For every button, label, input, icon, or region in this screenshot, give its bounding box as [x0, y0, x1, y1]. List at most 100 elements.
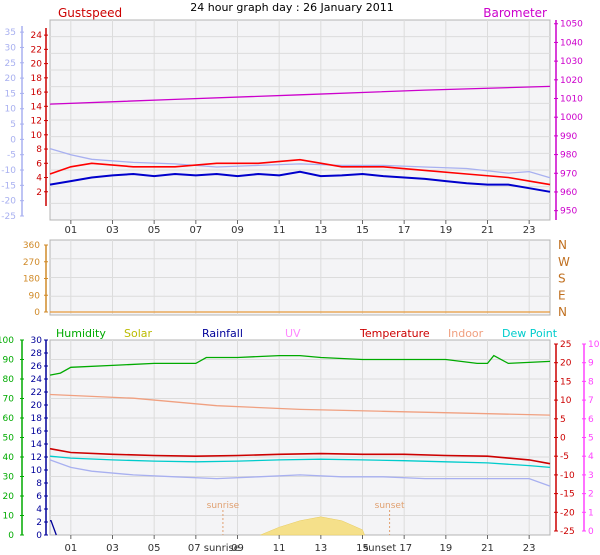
direction-axis-tick-label: 180 [23, 275, 40, 285]
temp-axis-tick-label: 35 [5, 28, 16, 38]
uv-axis-tick-label: 1 [588, 508, 594, 518]
panel3-x-tick-label: 15 [356, 543, 369, 554]
series-barometer [49, 85, 551, 105]
humidity-axis-tick-label: 40 [3, 453, 15, 463]
series-dew_point [49, 455, 551, 469]
legend-dew-point: Dew Point [502, 327, 558, 340]
compass-label: N [558, 305, 567, 319]
series-gustspeed [49, 158, 551, 186]
series-temperature_light [49, 147, 551, 179]
panel1-x-tick-label: 09 [231, 225, 244, 236]
panel3-axes: 1009080706050403020100302826242220181614… [0, 336, 600, 554]
rain-axis-tick-label: 10 [31, 466, 43, 476]
panel1-x-tick-label: 07 [189, 225, 202, 236]
panel1-x-tick-label: 21 [481, 225, 494, 236]
panel3-annotations: sunrise sunset [207, 501, 405, 535]
temp-axis-tick-label: 15 [5, 89, 16, 99]
direction-axis-tick-label: 90 [29, 291, 41, 301]
humidity-axis-tick-label: 90 [3, 356, 15, 366]
uv-axis-tick-label: 9 [588, 359, 594, 369]
baro-axis-tick-label: 980 [560, 151, 577, 161]
panel1-x-tick-label: 15 [356, 225, 369, 236]
series-indoor [49, 393, 551, 416]
panel1-grid [50, 20, 550, 220]
gust-axis-tick-label: 2 [36, 188, 42, 198]
temp-axis-tick-label: -20 [1, 197, 16, 207]
uv-axis-tick-label: 3 [588, 471, 594, 481]
temp-axis-tick-label: -20 [560, 508, 575, 518]
series-windspeed [49, 170, 551, 193]
panel3-x-tick-label: 09 [231, 543, 244, 554]
panel3-x-tick-label: 23 [523, 543, 536, 554]
legend-rainfall: Rainfall [202, 327, 243, 340]
panel1-x-tick-label: 19 [439, 225, 452, 236]
sunrise-label: sunrise [207, 501, 240, 511]
direction-axis-tick-label: 270 [23, 258, 40, 268]
uv-axis-tick-label: 5 [588, 434, 594, 444]
gust-axis-tick-label: 16 [31, 88, 43, 98]
temp-axis-tick-label: -5 [560, 452, 569, 462]
sunset-label: sunset [375, 501, 405, 511]
gust-axis-tick-label: 18 [31, 74, 43, 84]
rain-axis-tick-label: 2 [36, 518, 42, 528]
legend-solar: Solar [124, 327, 153, 340]
humidity-axis-tick-label: 60 [3, 414, 15, 424]
panel3-series [49, 354, 551, 536]
panel1-x-tick-label: 23 [523, 225, 536, 236]
panel3-grid [50, 340, 550, 535]
panel3-legend: Humidity Solar Rainfall UV Temperature I… [56, 327, 558, 340]
temp-axis-tick-label: 10 [560, 396, 572, 406]
gust-axis-tick-label: 8 [36, 145, 42, 155]
temp-axis-tick-label: 10 [5, 105, 17, 115]
humidity-axis-tick-label: 70 [3, 395, 15, 405]
baro-axis-tick-label: 1000 [560, 113, 583, 123]
humidity-axis-tick-label: 30 [3, 473, 15, 483]
rain-axis-tick-label: 22 [31, 388, 42, 398]
legend-gustspeed: Gustspeed [58, 6, 122, 20]
baro-axis-tick-label: 1030 [560, 57, 583, 67]
panel3-x-tick-label: sunset 17 [363, 543, 412, 554]
uv-axis-tick-label: 2 [588, 490, 594, 500]
temp-axis-tick-label: -10 [1, 166, 16, 176]
legend-indoor: Indoor [448, 327, 484, 340]
rain-axis-tick-label: 20 [31, 401, 43, 411]
gust-axis-tick-label: 14 [31, 102, 43, 112]
compass-label: S [558, 272, 566, 286]
rain-axis-tick-label: 26 [31, 362, 43, 372]
rain-axis-tick-label: 18 [31, 414, 43, 424]
temp-axis-tick-label: 25 [560, 340, 571, 350]
series-rainfall [50, 520, 57, 536]
temp-axis-tick-label: 5 [560, 415, 566, 425]
panel2-grid [50, 240, 550, 315]
panel3-x-tick-label: 07 sunrise [188, 543, 240, 554]
panel3-x-tick-label: 03 [106, 543, 119, 554]
temp-axis-tick-label: 0 [10, 135, 16, 145]
gust-axis-tick-label: 20 [31, 60, 43, 70]
temp-axis-tick-label: 5 [10, 120, 16, 130]
baro-axis-tick-label: 960 [560, 188, 577, 198]
rain-axis-tick-label: 30 [31, 336, 43, 346]
temp-axis-tick-label: 0 [560, 434, 566, 444]
panel-wind-barometer: 35302520151050-5-10-15-20-25242220181614… [1, 6, 583, 236]
panel3-x-tick-label: 11 [273, 543, 286, 554]
temp-axis-tick-label: -25 [1, 212, 16, 222]
compass-label: E [558, 288, 566, 302]
baro-axis-tick-label: 1010 [560, 95, 583, 105]
uv-axis-tick-label: 4 [588, 452, 594, 462]
temp-axis-tick-label: -25 [560, 527, 575, 537]
uv-axis-tick-label: 10 [588, 340, 600, 350]
panel1-x-tick-label: 13 [314, 225, 327, 236]
baro-axis-tick-label: 1050 [560, 20, 583, 30]
panel3-x-tick-label: 13 [314, 543, 327, 554]
direction-axis-tick-label: 0 [34, 308, 40, 318]
gust-axis-tick-label: 24 [31, 31, 43, 41]
rain-axis-tick-label: 6 [36, 492, 42, 502]
temp-axis-tick-label: -5 [7, 151, 16, 161]
panel1-x-tick-label: 11 [273, 225, 286, 236]
temp-axis-tick-label: 15 [560, 377, 571, 387]
humidity-axis-tick-label: 0 [8, 531, 14, 541]
baro-axis-tick-label: 1020 [560, 76, 583, 86]
panel3-x-tick-label: 19 [439, 543, 452, 554]
panel3-x-tick-label: 05 [148, 543, 161, 554]
